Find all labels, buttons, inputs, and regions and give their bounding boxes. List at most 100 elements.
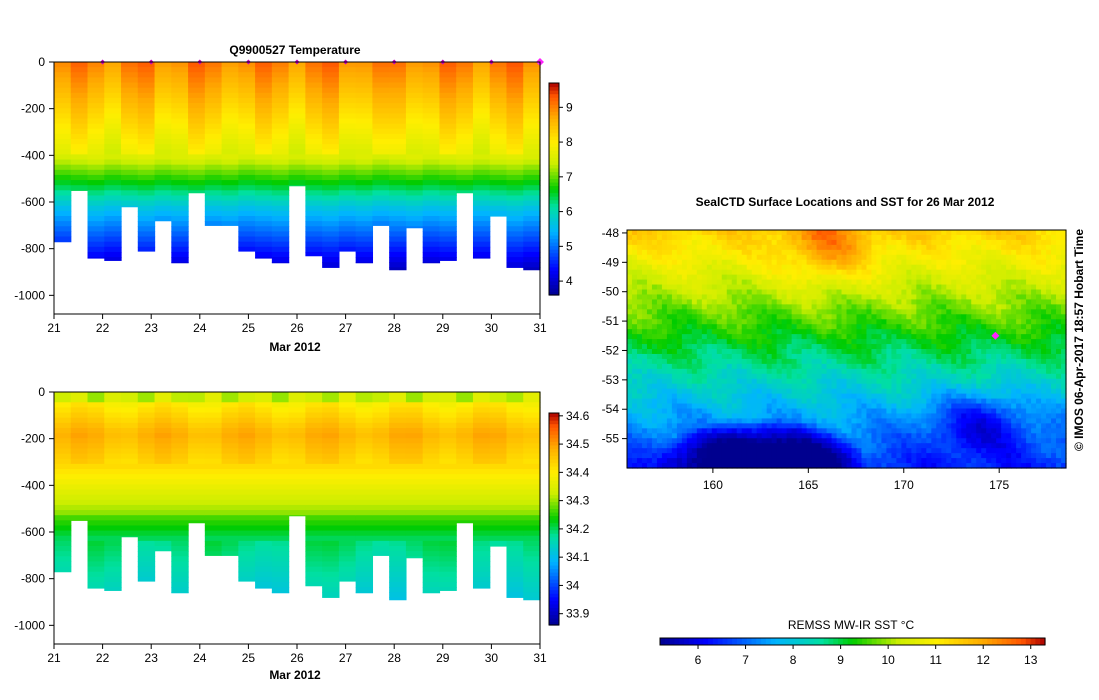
sst-map-cell [816, 279, 823, 286]
sst-map-cell [936, 334, 942, 340]
t-heatmap-cell [355, 97, 374, 104]
s-heatmap-cell [221, 453, 239, 460]
sst-map-cell [966, 230, 972, 236]
s-heatmap-cell [389, 592, 407, 598]
sst-map-cell [791, 373, 798, 380]
sst-map-cell [1026, 368, 1032, 375]
t-heatmap-cell [322, 200, 340, 207]
sst-map-cell [816, 368, 823, 375]
sst-map-cell [781, 299, 788, 305]
sst-map-cell [656, 279, 663, 286]
t-heatmap-cell [204, 77, 223, 84]
t-heatmap-cell [305, 67, 323, 73]
s-heatmap-cell [422, 427, 441, 434]
s-x-tick-label: 22 [96, 651, 110, 665]
t-heatmap-cell [322, 236, 340, 243]
s-heatmap-cell [355, 484, 374, 491]
t-heatmap-cell [54, 144, 72, 150]
t-heatmap-cell [322, 87, 340, 94]
s-heatmap-cell [523, 515, 541, 521]
t-colorbar-segment [549, 220, 559, 225]
s-heatmap-cell [54, 479, 72, 485]
sst-map-cell [881, 294, 888, 301]
sst-map-cell [886, 294, 892, 301]
t-heatmap-cell [137, 241, 156, 248]
sst-map-cell [776, 378, 783, 385]
sst-map-cell [756, 358, 763, 365]
s-heatmap-cell [171, 438, 189, 444]
t-colorbar-segment [549, 266, 559, 271]
t-heatmap-cell [439, 246, 457, 253]
s-heatmap-cell [271, 561, 290, 568]
sst-map-cell [851, 373, 858, 380]
s-heatmap-cell [288, 469, 306, 475]
s-heatmap-cell [405, 397, 424, 403]
sst-map-cell [946, 234, 952, 241]
s-heatmap-cell [338, 427, 357, 434]
t-heatmap-cell [472, 128, 491, 135]
sst-map-cell [641, 304, 648, 310]
sst-map-cell [921, 244, 927, 251]
t-heatmap-cell [405, 190, 424, 197]
t-heatmap-cell [121, 154, 139, 161]
s-heatmap-cell [355, 504, 374, 511]
sst-map-cell [676, 294, 683, 301]
sst-map-cell [886, 363, 892, 370]
sst-map-cell [1046, 349, 1052, 355]
s-heatmap-cell [255, 463, 273, 470]
sst-map-cell [906, 230, 912, 236]
sst-map-cell [906, 284, 912, 291]
t-heatmap-cell [305, 169, 323, 176]
sst-map-cell [1046, 363, 1052, 370]
s-heatmap-cell [87, 556, 105, 562]
s-heatmap-cell [422, 561, 441, 568]
sst-map-cell [1046, 334, 1052, 340]
sst-map-cell [806, 358, 813, 365]
s-heatmap-cell [204, 484, 223, 491]
s-heatmap-cell [154, 438, 172, 444]
t-colorbar-segment [549, 213, 559, 218]
t-heatmap-cell [121, 108, 139, 114]
sst-map-cell [641, 289, 648, 296]
s-heatmap-cell [405, 443, 424, 450]
t-heatmap-cell [255, 154, 273, 161]
sst-map-cell [981, 274, 987, 281]
s-heatmap-cell [271, 566, 290, 573]
sst-map-cell [906, 234, 912, 241]
s-heatmap-cell [472, 540, 491, 547]
sst-map-cell [911, 349, 917, 355]
sst-map-cell [681, 230, 688, 236]
t-heatmap-cell [422, 200, 441, 207]
sst-map-cell [1006, 353, 1012, 360]
sst-map-cell [666, 239, 673, 246]
sst-map-cell [921, 373, 927, 380]
s-heatmap-cell [439, 484, 457, 491]
s-heatmap-cell [137, 397, 156, 403]
t-heatmap-cell [204, 195, 223, 202]
t-heatmap-cell [288, 180, 306, 186]
sst-map-cell [706, 304, 713, 310]
t-heatmap-cell [472, 113, 491, 120]
sst-map-cell [971, 234, 977, 241]
sst-map-cell [691, 334, 698, 340]
t-heatmap-cell [104, 87, 122, 94]
sst-map-cell [1031, 289, 1037, 296]
sst-map-cell [901, 234, 907, 241]
sst-map-cell [961, 373, 967, 380]
t-heatmap-cell [389, 251, 407, 258]
sst-map-cell [711, 279, 718, 286]
s-heatmap-cell [288, 463, 306, 470]
sst-map-cell [1006, 319, 1012, 325]
s-heatmap-cell [389, 581, 407, 588]
s-heatmap-cell [456, 448, 474, 455]
s-heatmap-cell [137, 479, 156, 485]
sst-map-cell [836, 329, 843, 335]
sst-map-cell [881, 378, 888, 385]
t-heatmap-cell [171, 246, 189, 253]
sst-map-cell [761, 299, 768, 305]
sst-map-cell [1011, 269, 1017, 276]
t-colorbar-segment [549, 273, 559, 278]
sst-map-cell [716, 309, 723, 315]
sst-map-cell [921, 378, 927, 385]
sst-map-cell [946, 329, 952, 335]
